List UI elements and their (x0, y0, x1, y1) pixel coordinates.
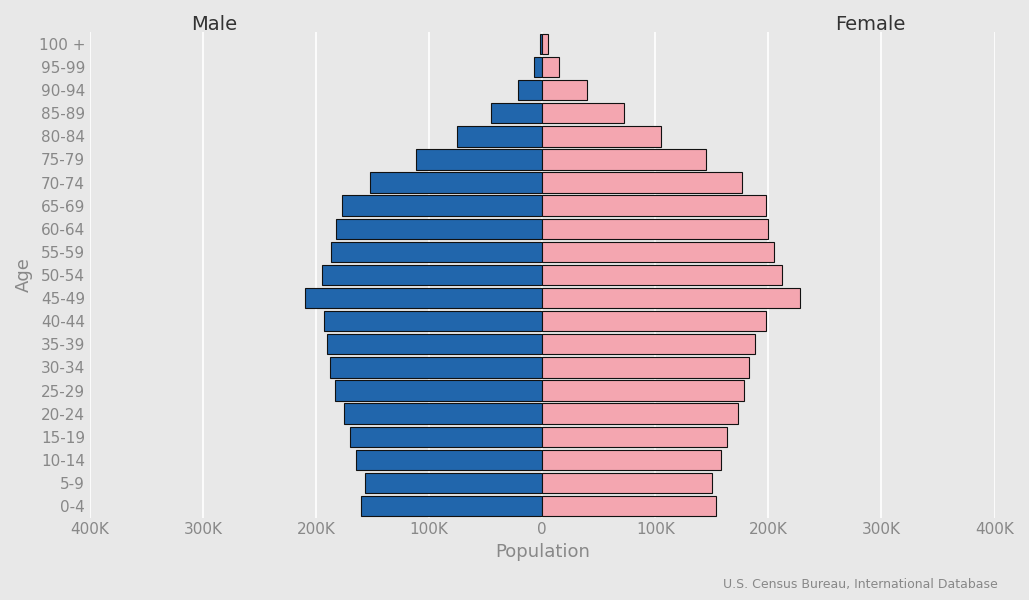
Bar (542, 288, 801, 308)
Bar (356, 449, 542, 470)
Bar (416, 149, 542, 170)
Bar (364, 473, 542, 493)
Bar (370, 172, 542, 193)
Text: U.S. Census Bureau, International Database: U.S. Census Bureau, International Databa… (723, 578, 998, 591)
Bar (519, 80, 542, 100)
Text: Female: Female (835, 14, 906, 34)
X-axis label: Population: Population (495, 543, 590, 561)
Bar (542, 172, 742, 193)
Bar (542, 427, 726, 447)
Bar (327, 334, 542, 355)
Bar (330, 242, 542, 262)
Bar (542, 473, 712, 493)
Bar (361, 496, 542, 516)
Bar (542, 311, 767, 331)
Y-axis label: Age: Age (15, 257, 33, 292)
Bar (458, 126, 542, 146)
Bar (345, 403, 542, 424)
Bar (542, 126, 661, 146)
Bar (324, 311, 542, 331)
Bar (542, 334, 755, 355)
Bar (542, 265, 782, 285)
Bar (542, 80, 588, 100)
Bar (534, 57, 542, 77)
Bar (542, 149, 706, 170)
Bar (329, 357, 542, 377)
Bar (342, 196, 542, 216)
Bar (350, 427, 542, 447)
Bar (542, 57, 559, 77)
Bar (542, 242, 774, 262)
Bar (542, 218, 769, 239)
Bar (542, 357, 749, 377)
Bar (542, 496, 716, 516)
Bar (322, 265, 542, 285)
Bar (542, 449, 721, 470)
Bar (542, 103, 624, 124)
Bar (542, 34, 547, 54)
Bar (542, 380, 744, 401)
Bar (542, 403, 738, 424)
Bar (542, 196, 767, 216)
Bar (305, 288, 542, 308)
Text: Male: Male (191, 14, 238, 34)
Bar (335, 380, 542, 401)
Bar (492, 103, 542, 124)
Bar (336, 218, 542, 239)
Bar (540, 34, 542, 54)
